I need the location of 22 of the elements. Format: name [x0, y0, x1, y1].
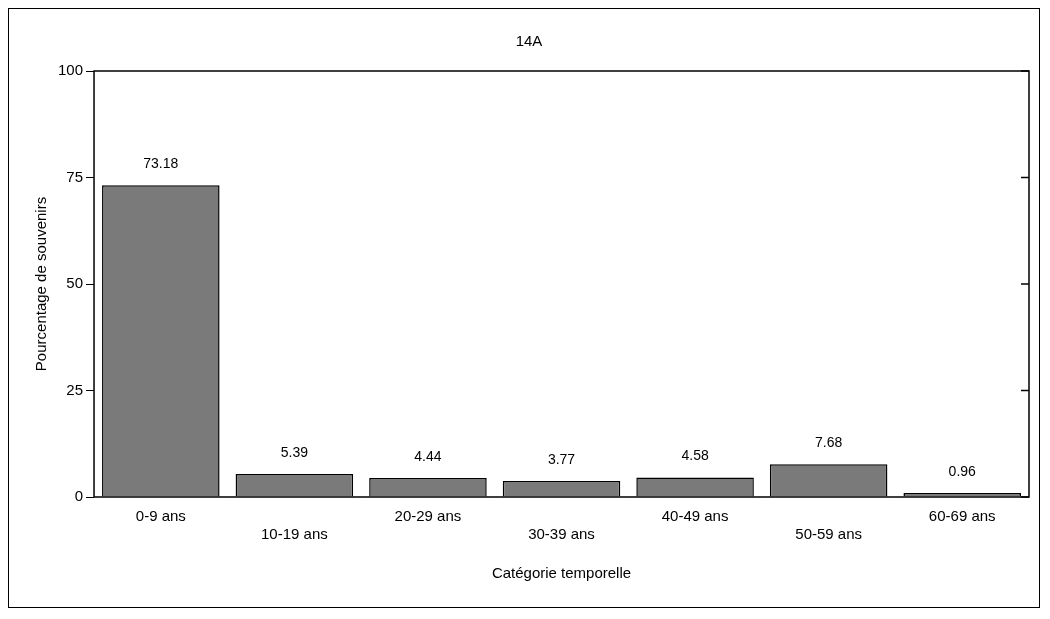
chart-title: 14A: [515, 32, 543, 50]
x-tick-label: 0-9 ans: [135, 507, 186, 525]
data-label: 4.58: [681, 447, 709, 464]
y-tick-label: 25: [66, 380, 84, 398]
data-label: 5.39: [280, 443, 309, 460]
data-label: 73.18: [143, 155, 179, 172]
y-tick-label: 75: [66, 167, 84, 185]
data-label: 7.68: [815, 434, 843, 451]
x-axis-title: Catégorie temporelle: [491, 564, 632, 582]
y-tick-label: 50: [66, 274, 84, 292]
x-tick-label: 10-19 ans: [261, 525, 328, 543]
x-tick-label: 50-59 ans: [795, 525, 863, 543]
y-tick-label: 100: [58, 61, 84, 79]
data-label: 4.44: [414, 447, 442, 464]
y-tick-label: 0: [74, 487, 84, 505]
y-axis-title: Pourcentage de souvenirs: [32, 196, 50, 372]
x-tick-label: 60-69 ans: [928, 507, 996, 525]
x-tick-label: 20-29 ans: [394, 507, 462, 525]
x-tick-label: 30-39 ans: [528, 525, 595, 543]
data-label: 0.96: [948, 462, 977, 479]
data-label: 3.77: [547, 450, 576, 467]
x-tick-label: 40-49 ans: [661, 507, 729, 525]
